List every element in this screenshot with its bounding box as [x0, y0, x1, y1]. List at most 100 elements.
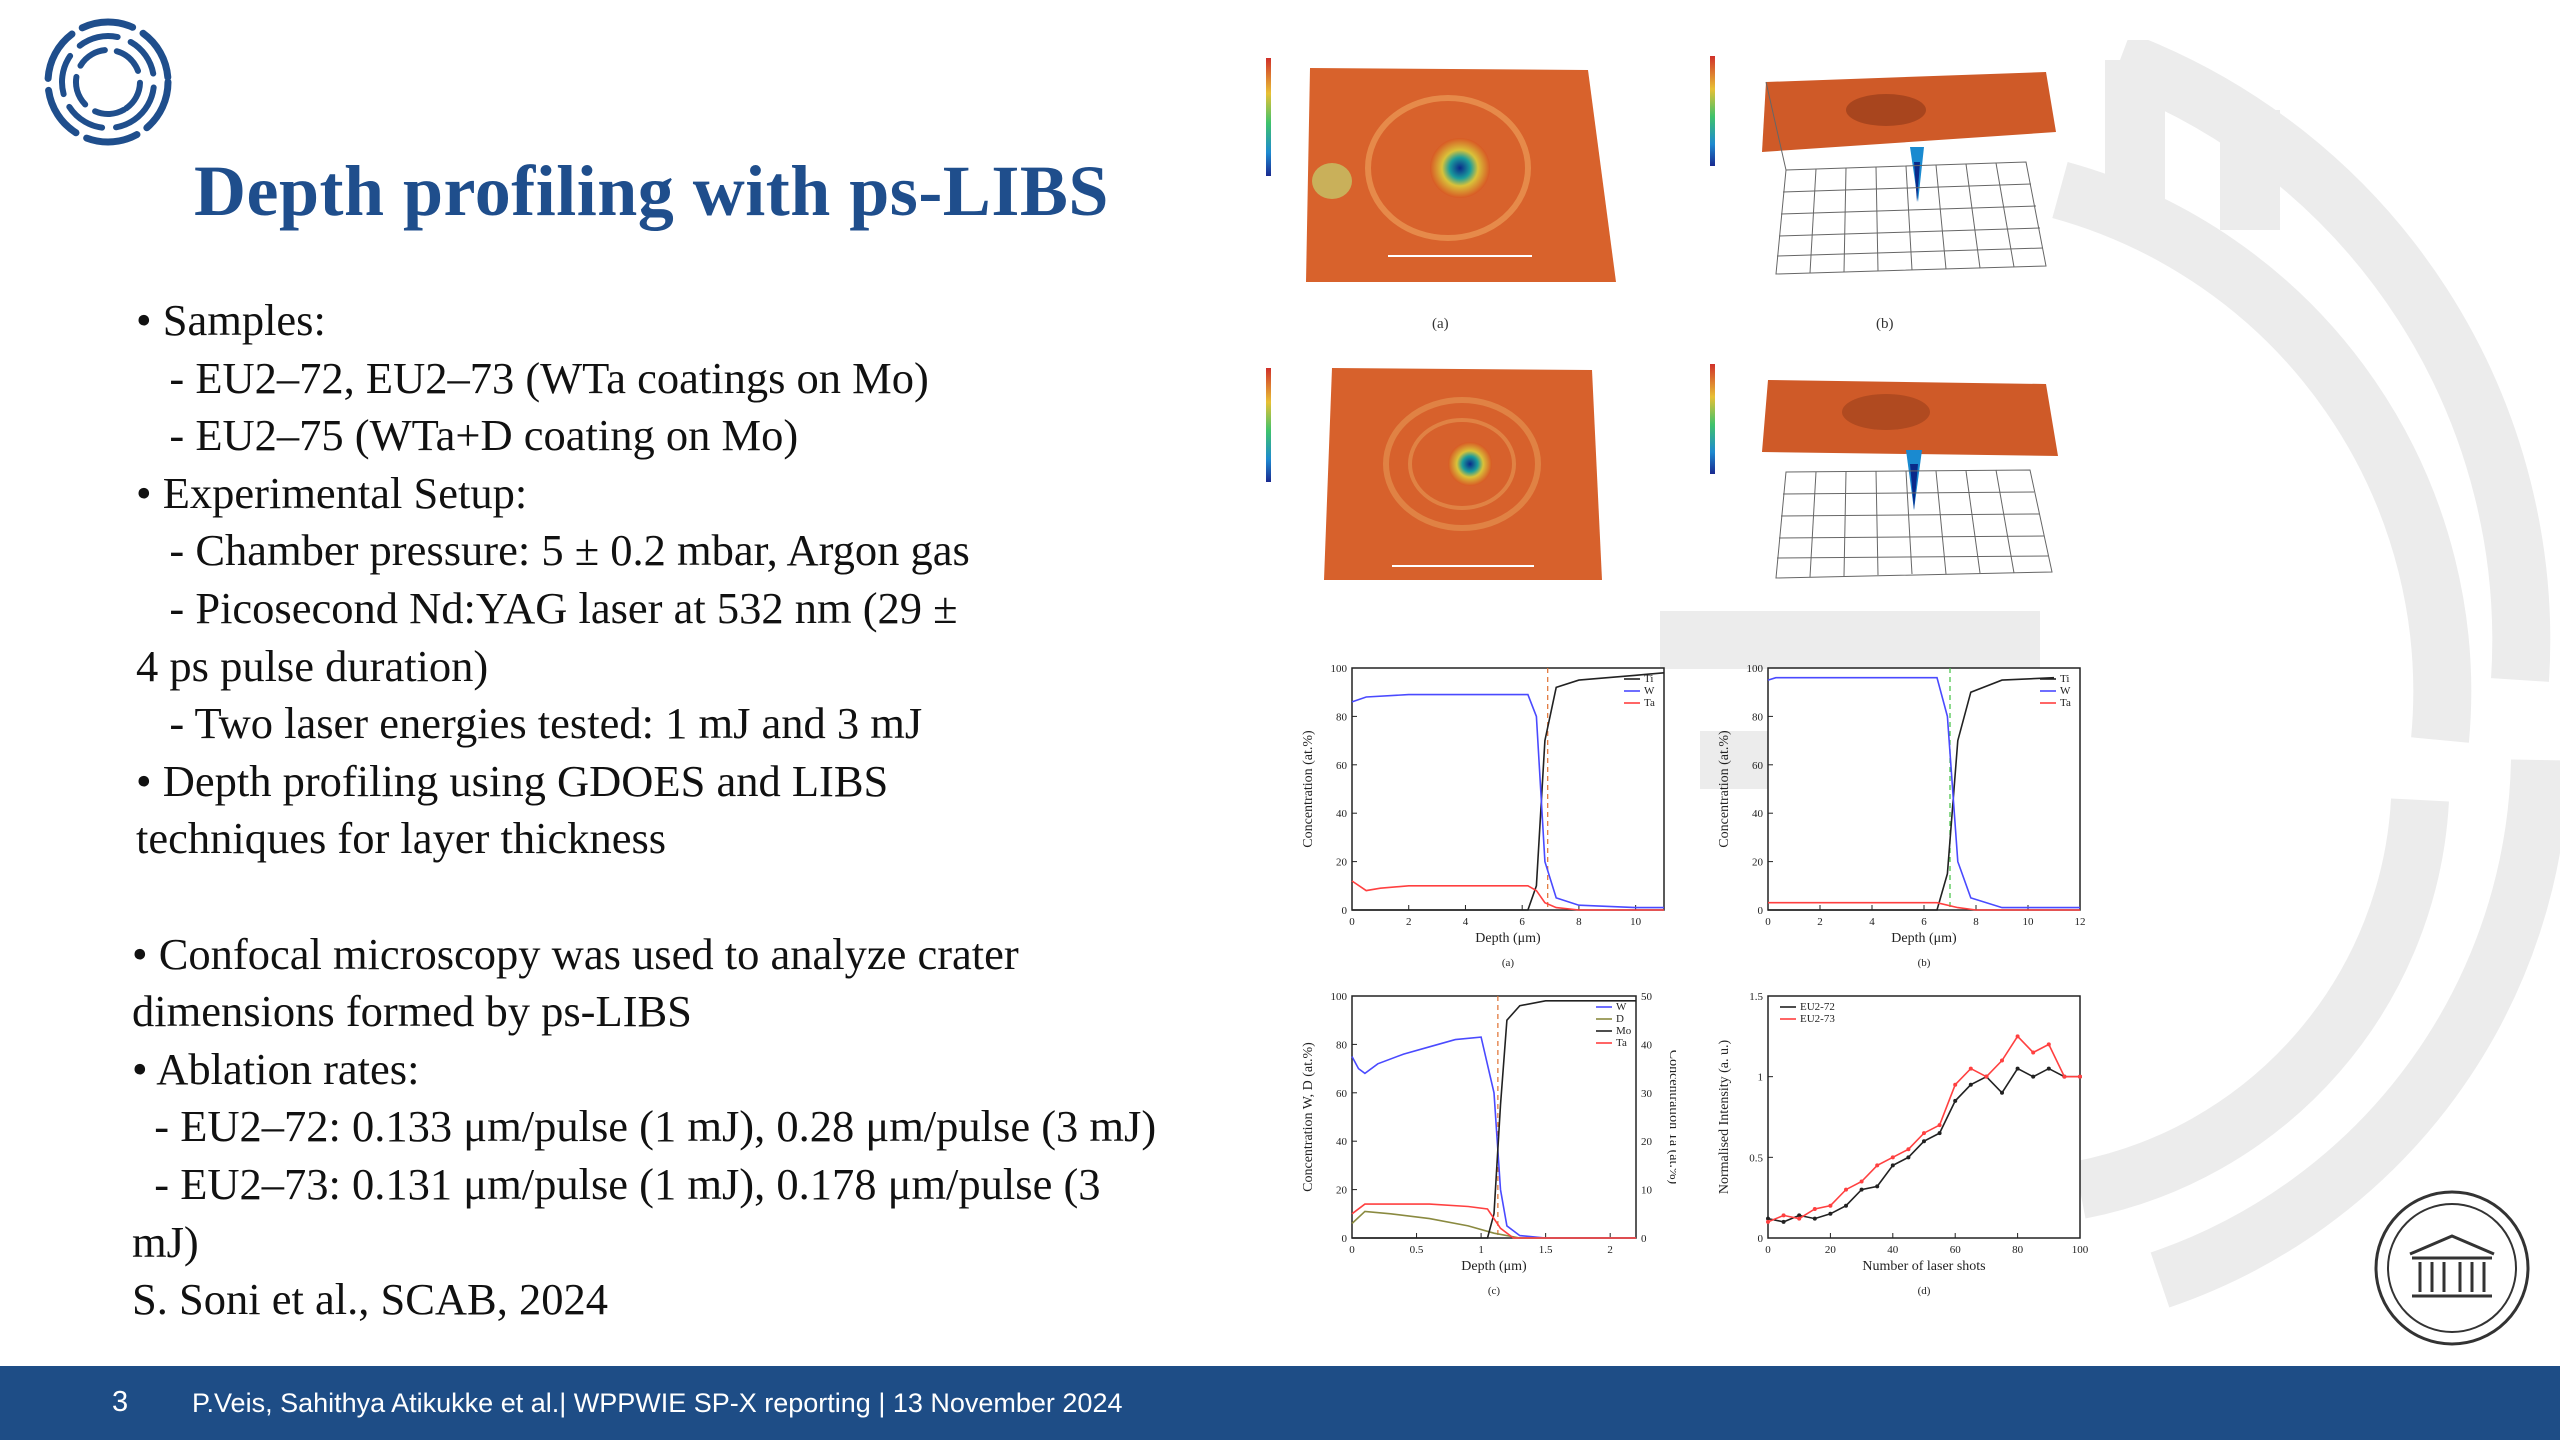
institution-logo — [2374, 1190, 2530, 1346]
plot-frame — [1767, 667, 2081, 911]
x-tick-label: 6 — [1921, 916, 1927, 928]
series-line — [1767, 676, 2080, 909]
series-point — [1812, 1206, 1817, 1211]
series-point — [1875, 1184, 1880, 1189]
chart-caption: (d) — [1918, 1285, 1931, 1297]
series-point — [1890, 1163, 1895, 1168]
x-tick-label: 40 — [1887, 1244, 1899, 1256]
body-line: - Two laser energies tested: 1 mJ and 3 … — [136, 698, 923, 749]
series-point — [1953, 1098, 1958, 1103]
y-tick-label: 1 — [1758, 1072, 1764, 1084]
series-point — [2000, 1058, 2004, 1063]
series-point — [1906, 1147, 1911, 1152]
x-tick-label: 60 — [1950, 1244, 1962, 1256]
series-point — [2078, 1074, 2082, 1079]
legend-label: Mo — [1616, 1025, 1632, 1037]
series-point — [1828, 1203, 1833, 1208]
y-tick-label: 80 — [1752, 711, 1764, 723]
legend-label: Ti — [1644, 673, 1653, 685]
series-line — [1768, 676, 2055, 911]
series-line — [1352, 1000, 1636, 1239]
slide-body: • Samples: - EU2–72, EU2–73 (WTa coating… — [132, 292, 1276, 1329]
series-point — [1797, 1213, 1802, 1218]
x-tick-label: 1.5 — [1539, 1244, 1553, 1256]
footer-text: P.Veis, Sahithya Atikukke et al.| WPPWIE… — [192, 1388, 1123, 1418]
series-point — [2015, 1034, 2020, 1039]
x-tick-label: 12 — [2075, 916, 2086, 928]
y-tick-label: 100 — [1331, 991, 1348, 1003]
body-line: • Experimental Setup: — [136, 467, 528, 518]
legend-label: EU2-72 — [1800, 1001, 1835, 1013]
plot-frame — [1351, 667, 1665, 911]
legend-label: Ta — [2060, 697, 2071, 709]
plot-frame — [1767, 995, 2081, 1239]
series-point — [1984, 1074, 1989, 1079]
series-point — [1844, 1187, 1848, 1192]
x-axis-label: Depth (μm) — [1475, 931, 1541, 946]
series-point — [2031, 1074, 2036, 1079]
depth-profile-chart-c: 0 0.5 1 1.5 202040608010001020304050Concentr… — [1301, 991, 1676, 1297]
y-tick-label: 0 — [1342, 905, 1348, 917]
y2-tick-label: 10 — [1641, 1185, 1653, 1197]
series-line — [1351, 1210, 1636, 1239]
body-line: dimensions formed by ps-LIBS — [132, 986, 692, 1037]
series-point — [1875, 1163, 1880, 1168]
x-tick-label: 6 — [1519, 916, 1525, 928]
x-tick-label: 2 — [1817, 916, 1823, 928]
footer-bar: 3 P.Veis, Sahithya Atikukke et al.| WPPW… — [0, 1366, 2560, 1440]
plot-frame — [1351, 995, 1637, 1239]
body-line: • Depth profiling using GDOES and LIBS — [136, 755, 889, 806]
body-line: • Samples: — [136, 295, 326, 345]
x-tick-label: 0 — [1765, 1244, 1771, 1256]
x-tick-label: 20 — [1825, 1244, 1837, 1256]
series-point — [1922, 1139, 1926, 1144]
figure-caption: (b) — [1876, 316, 1894, 332]
x-tick-label: 10 — [1630, 916, 1642, 928]
confocal-image-2d-second — [1266, 368, 1602, 580]
y2-tick-label: 40 — [1641, 1039, 1653, 1051]
series-point — [1781, 1213, 1786, 1218]
y-tick-label: 80 — [1336, 711, 1348, 723]
y2-tick-label: 20 — [1641, 1136, 1653, 1148]
y-tick-label: 0 — [1758, 905, 1764, 917]
body-line: mJ) — [132, 1216, 199, 1267]
body-line: 4 ps pulse duration) — [136, 640, 489, 691]
y-tick-label: 60 — [1752, 760, 1764, 772]
y-tick-label: 100 — [1747, 663, 1764, 675]
series-line — [1352, 672, 1665, 911]
x-tick-label: 100 — [2072, 1244, 2089, 1256]
legend-label: Ti — [2060, 673, 2069, 685]
confocal-image-3d-second — [1710, 364, 2058, 579]
body-line: • Confocal microscopy was used to analyz… — [132, 928, 1019, 979]
depth-profile-chart-b: 0 2 4 6 8 10 12 0 20 40 60 80 100 Depth (μm) Concentra… — [1717, 663, 2086, 969]
y2-axis-label: Concentration Ta (at.%) — [1666, 1050, 1676, 1185]
y-tick-label: 80 — [1336, 1039, 1348, 1051]
legend-label: W — [1616, 1001, 1627, 1013]
legend-label: Ta — [1616, 1037, 1627, 1049]
x-tick-label: 0 — [1765, 916, 1771, 928]
x-tick-label: 2 — [1607, 1244, 1613, 1256]
y-tick-label: 40 — [1336, 808, 1348, 820]
series-point — [1937, 1123, 1942, 1128]
series-line — [1351, 1036, 1636, 1239]
organization-logo — [44, 18, 172, 146]
y-axis-label: Concentration (at.%) — [1717, 730, 1732, 848]
x-axis-label: Depth (μm) — [1461, 1259, 1527, 1274]
confocal-image-2d-a — [1266, 58, 1616, 282]
series-point — [1828, 1211, 1833, 1216]
x-tick-label: 10 — [2023, 916, 2035, 928]
series-point — [1953, 1082, 1958, 1087]
series-point — [1922, 1131, 1926, 1136]
body-line: - EU2–75 (WTa+D coating on Mo) — [136, 410, 799, 461]
x-tick-label: 0 — [1349, 916, 1355, 928]
legend-label: EU2-73 — [1800, 1013, 1835, 1025]
x-tick-label: 1 — [1478, 1244, 1484, 1256]
legend-label: W — [1644, 685, 1655, 697]
y-tick-label: 20 — [1752, 857, 1764, 869]
chart-caption: (b) — [1918, 957, 1931, 969]
confocal-image-3d-b — [1710, 56, 2056, 275]
series-point — [2062, 1074, 2067, 1079]
series-point — [2031, 1050, 2036, 1055]
y-tick-label: 0 — [1758, 1233, 1764, 1245]
